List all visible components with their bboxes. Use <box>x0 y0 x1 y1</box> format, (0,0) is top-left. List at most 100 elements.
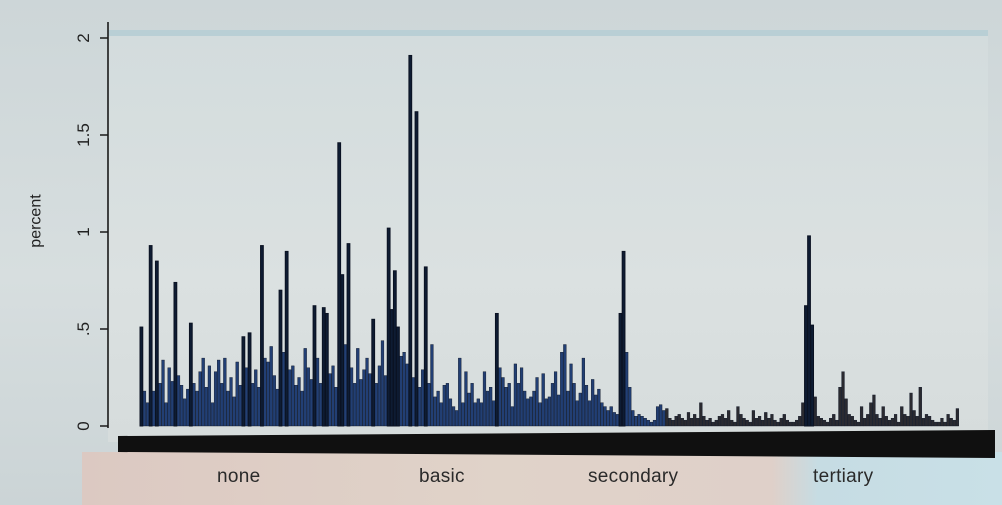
bar <box>386 227 391 427</box>
bar <box>195 390 199 427</box>
bar <box>417 387 422 427</box>
bar <box>210 402 215 427</box>
bar <box>473 402 477 427</box>
bar <box>192 383 196 427</box>
bar <box>621 250 626 427</box>
bar <box>674 416 678 427</box>
bar <box>699 402 703 427</box>
bar <box>838 387 842 427</box>
bar <box>829 418 833 427</box>
bar <box>451 406 456 427</box>
bar <box>482 371 487 427</box>
bar <box>881 406 885 427</box>
bar <box>445 383 449 427</box>
bar <box>281 352 286 427</box>
bar <box>748 421 752 427</box>
bar <box>671 419 675 427</box>
bar <box>399 355 403 427</box>
bar <box>810 324 815 427</box>
y-axis-label: percent <box>27 194 45 248</box>
bar <box>940 418 944 427</box>
bar <box>937 421 941 427</box>
bar <box>544 398 548 427</box>
bar <box>513 363 517 427</box>
bar <box>139 326 144 427</box>
bar <box>686 412 691 427</box>
bar <box>569 363 573 427</box>
bar <box>423 266 428 427</box>
bar <box>946 414 950 427</box>
bar <box>353 383 357 427</box>
bar <box>257 387 261 427</box>
bar <box>921 418 925 427</box>
bar <box>903 414 907 427</box>
bar <box>492 400 496 427</box>
bar <box>300 390 304 427</box>
bar <box>198 371 202 427</box>
bar <box>924 414 929 427</box>
bar <box>844 398 848 427</box>
bar <box>816 416 820 427</box>
bar <box>377 365 381 427</box>
bar <box>912 410 916 427</box>
bar <box>260 245 264 427</box>
bar <box>254 369 258 427</box>
bar <box>337 142 342 427</box>
bar <box>600 402 604 427</box>
bar <box>498 367 502 427</box>
bar <box>847 414 851 427</box>
bar <box>625 352 629 427</box>
bar <box>324 312 329 427</box>
bar <box>220 383 224 427</box>
bar <box>458 357 462 427</box>
bar <box>402 352 406 427</box>
bar <box>795 419 799 427</box>
bar <box>779 418 783 427</box>
bar <box>152 390 156 427</box>
bar <box>683 419 687 427</box>
bar <box>263 357 267 427</box>
bar <box>618 312 623 427</box>
bar <box>791 421 796 427</box>
bar <box>541 373 545 427</box>
x-axis-ticks-blur <box>118 430 995 458</box>
bar <box>733 421 737 427</box>
bar <box>952 419 956 427</box>
bar <box>405 363 409 427</box>
bar <box>238 385 242 427</box>
bar <box>241 336 246 427</box>
bar <box>164 402 168 427</box>
bar <box>461 402 465 427</box>
bar <box>649 421 653 427</box>
bar <box>343 344 347 427</box>
bar <box>705 419 709 427</box>
bar <box>801 402 805 427</box>
bar <box>872 394 876 427</box>
bar <box>825 421 830 427</box>
bar <box>448 398 453 427</box>
bar <box>708 418 712 427</box>
bar <box>773 419 777 427</box>
bar <box>284 250 289 427</box>
bar <box>278 289 283 427</box>
bar <box>659 404 663 427</box>
y-tick-label: 1.5 <box>74 123 93 147</box>
category-label-band <box>82 452 1002 505</box>
bar <box>433 396 437 427</box>
bar <box>643 418 647 427</box>
bar <box>501 377 505 427</box>
bar <box>504 387 508 427</box>
bar <box>751 410 755 427</box>
bar <box>631 410 635 427</box>
bar <box>229 377 233 427</box>
bar <box>148 245 153 427</box>
y-tick-label: 1 <box>74 227 93 237</box>
bar <box>557 394 561 427</box>
bar <box>634 416 638 427</box>
bar <box>677 414 681 427</box>
bar <box>414 111 419 427</box>
bar <box>689 418 694 427</box>
bar <box>319 383 323 427</box>
bar <box>535 377 539 427</box>
bar <box>730 419 734 427</box>
